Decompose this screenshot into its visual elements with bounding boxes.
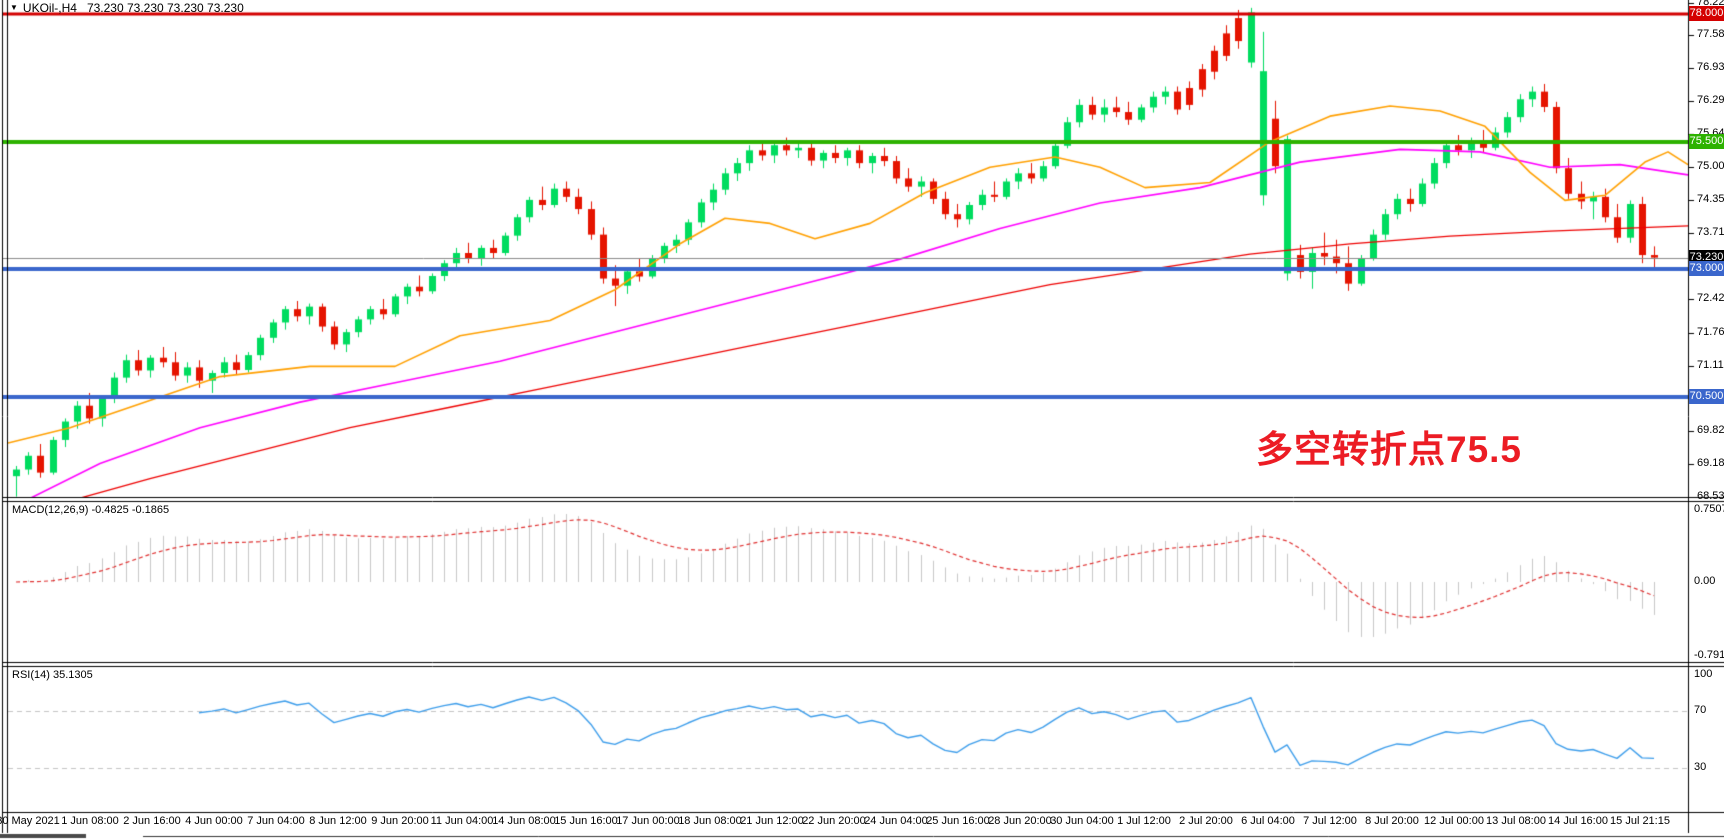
price-tick-label: 75.000 <box>1697 160 1724 173</box>
time-label: 28 Jun 20:00 <box>988 815 1052 827</box>
ohlc-values-label: 73.230 73.230 73.230 73.230 <box>86 1 244 15</box>
time-label: 6 Jul 04:00 <box>1241 815 1295 827</box>
time-label: 2 Jun 16:00 <box>123 815 181 827</box>
price-tick-label: 71.760 <box>1697 325 1724 338</box>
time-label: 25 Jun 16:00 <box>926 815 990 827</box>
time-label: 1 Jun 08:00 <box>61 815 119 827</box>
symbol-dropdown-icon[interactable]: ▼ <box>10 3 18 12</box>
time-label: 30 May 2021 <box>0 815 60 827</box>
time-label: 2 Jul 20:00 <box>1179 815 1233 827</box>
macd-indicator-label: MACD(12,26,9) -0.4825 -0.1865 <box>12 504 170 516</box>
level-price-badge: 75.500 <box>1689 133 1724 149</box>
time-label: 12 Jul 00:00 <box>1424 815 1484 827</box>
annotation-text[interactable]: 多空转折点75.5 <box>1256 429 1523 470</box>
rsi-scale-30: 30 <box>1694 761 1707 773</box>
rsi-indicator-label: RSI(14) 35.1305 <box>12 669 93 681</box>
level-price-badge: 73.000 <box>1689 261 1724 277</box>
time-label: 8 Jul 20:00 <box>1365 815 1419 827</box>
price-tick-label: 69.180 <box>1697 457 1724 470</box>
time-label: 7 Jul 12:00 <box>1303 815 1357 827</box>
price-tick-label: 72.420 <box>1697 291 1724 304</box>
time-label: 4 Jun 00:00 <box>185 815 243 827</box>
chart-title-bar: ▼ UKOil-,H4 73.230 73.230 73.230 73.230 <box>10 1 244 15</box>
time-label: 8 Jun 12:00 <box>309 815 367 827</box>
time-label: 7 Jun 04:00 <box>247 815 305 827</box>
time-label: 21 Jun 12:00 <box>740 815 804 827</box>
time-label: 14 Jun 08:00 <box>492 815 556 827</box>
symbol-period-label: UKOil-,H4 <box>22 1 77 15</box>
time-label: 15 Jul 21:15 <box>1610 815 1670 827</box>
time-label: 24 Jun 04:00 <box>864 815 928 827</box>
price-tick-label: 76.290 <box>1697 94 1724 107</box>
time-label: 18 Jun 08:00 <box>678 815 742 827</box>
price-tick-label: 68.535 <box>1697 490 1724 503</box>
rsi-scale-70: 70 <box>1694 704 1707 716</box>
macd-scale-top: 0.7507 <box>1694 503 1724 515</box>
time-label: 13 Jul 08:00 <box>1486 815 1546 827</box>
price-tick-label: 69.825 <box>1697 424 1724 437</box>
rsi-scale-100: 100 <box>1694 668 1713 680</box>
price-tick-label: 76.935 <box>1697 61 1724 74</box>
time-label: 14 Jul 16:00 <box>1548 815 1608 827</box>
time-label: 9 Jun 20:00 <box>371 815 429 827</box>
current-price-badge: 73.230 <box>1689 249 1724 265</box>
price-tick-label: 74.355 <box>1697 193 1724 206</box>
price-tick-label: 78.225 <box>1697 0 1724 8</box>
time-label: 11 Jun 04:00 <box>430 815 494 827</box>
time-label: 1 Jul 12:00 <box>1117 815 1171 827</box>
time-label: 30 Jun 04:00 <box>1050 815 1114 827</box>
level-price-badge: 70.500 <box>1689 389 1724 405</box>
time-label: 22 Jun 20:00 <box>802 815 866 827</box>
price-tick-label: 73.710 <box>1697 226 1724 239</box>
level-price-badge: 78.000 <box>1689 6 1724 21</box>
time-label: 15 Jun 16:00 <box>554 815 618 827</box>
time-label: 17 Jun 00:00 <box>616 815 680 827</box>
macd-scale-zero: 0.00 <box>1694 575 1716 587</box>
price-tick-label: 77.580 <box>1697 28 1724 41</box>
price-tick-label: 71.115 <box>1697 358 1724 371</box>
macd-scale-bottom: -0.7918 <box>1694 649 1724 661</box>
